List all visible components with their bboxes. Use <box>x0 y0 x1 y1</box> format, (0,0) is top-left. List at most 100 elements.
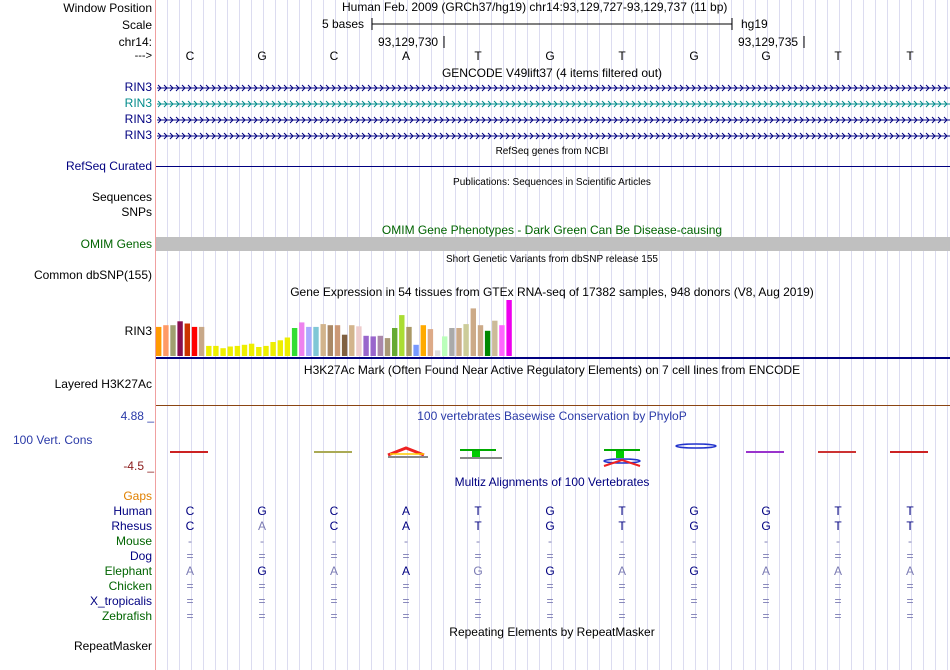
gtex-tissue-bar[interactable] <box>341 334 348 356</box>
gtex-tissue-bar[interactable] <box>392 328 398 356</box>
gtex-tissue-bar[interactable] <box>384 338 391 356</box>
gtex-tissue-bar[interactable] <box>492 320 498 356</box>
gtex-tissue-bar[interactable] <box>499 325 505 356</box>
multiz-species-label[interactable]: Zebrafish <box>101 609 152 623</box>
gencode-item-3[interactable]: RIN3 <box>124 112 152 126</box>
gtex-tissue-bar[interactable] <box>263 345 269 356</box>
gencode-transcript[interactable] <box>157 84 950 92</box>
gridline <box>899 0 900 670</box>
publications-title[interactable]: Publications: Sequences in Scientific Ar… <box>453 177 651 188</box>
dbsnp-label[interactable]: Common dbSNP(155) <box>33 268 152 282</box>
gtex-tissue-bar[interactable] <box>198 326 205 356</box>
gtex-tissue-bar[interactable] <box>349 325 355 356</box>
gencode-item-1[interactable]: RIN3 <box>124 80 152 94</box>
gtex-tissue-bar[interactable] <box>399 315 405 356</box>
multiz-base: = <box>330 579 338 593</box>
repeatmasker-title[interactable]: Repeating Elements by RepeatMasker <box>449 625 655 639</box>
gtex-tissue-bar[interactable] <box>234 345 241 356</box>
multiz-species-label[interactable]: Rhesus <box>111 519 152 533</box>
multiz-base: G <box>761 504 771 518</box>
gtex-tissue-bar[interactable] <box>413 344 419 356</box>
gtex-tissue-bar[interactable] <box>270 342 276 356</box>
gtex-tissue-bar[interactable] <box>377 335 383 356</box>
gridline <box>911 0 912 670</box>
gtex-tissue-bar[interactable] <box>241 344 248 356</box>
gencode-item-4[interactable]: RIN3 <box>124 128 152 142</box>
gtex-tissue-bar[interactable] <box>191 326 198 356</box>
gtex-tissue-bar[interactable] <box>477 325 484 356</box>
refseq-title[interactable]: RefSeq genes from NCBI <box>495 146 609 157</box>
gtex-tissue-bar[interactable] <box>177 321 183 356</box>
dbsnp-title[interactable]: Short Genetic Variants from dbSNP releas… <box>446 254 658 265</box>
gencode-transcript[interactable] <box>157 132 950 140</box>
phylop-glyph[interactable] <box>603 458 641 467</box>
gencode-transcript[interactable] <box>157 100 950 108</box>
gtex-tissue-bar[interactable] <box>370 336 376 356</box>
gtex-tissue-bar[interactable] <box>248 343 255 356</box>
gtex-tissue-bar[interactable] <box>291 328 298 356</box>
gtex-tissue-bar[interactable] <box>156 326 162 356</box>
multiz-species-label[interactable]: Dog <box>129 549 152 563</box>
omim-title[interactable]: OMIM Gene Phenotypes - Dark Green Can Be… <box>381 223 723 237</box>
refseq-label[interactable]: RefSeq Curated <box>65 159 152 173</box>
multiz-gaps-label[interactable]: Gaps <box>123 489 152 503</box>
h3k27ac-label[interactable]: Layered H3K27Ac <box>54 377 152 391</box>
phylop-glyph[interactable] <box>616 450 624 458</box>
multiz-species-label[interactable]: Mouse <box>115 534 152 548</box>
gtex-tissue-bar[interactable] <box>434 350 441 356</box>
gtex-tissue-bar[interactable] <box>363 335 369 356</box>
gtex-tissue-bar[interactable] <box>299 322 305 356</box>
gtex-tissue-bar[interactable] <box>284 337 291 357</box>
gridline <box>227 0 228 670</box>
gtex-tissue-bar[interactable] <box>334 325 341 356</box>
gtex-tissue-bar[interactable] <box>256 347 262 356</box>
gtex-title[interactable]: Gene Expression in 54 tissues from GTEx … <box>290 285 814 299</box>
multiz-species-label[interactable]: Elephant <box>104 564 152 578</box>
gencode-item-2[interactable]: RIN3 <box>124 96 152 110</box>
gtex-tissue-bar[interactable] <box>277 340 283 356</box>
multiz-base: A <box>905 564 915 578</box>
gtex-tissue-bar[interactable] <box>420 325 426 356</box>
gtex-tissue-bar[interactable] <box>206 345 212 356</box>
gtex-tissue-bar[interactable] <box>427 329 434 356</box>
gtex-tissue-bar[interactable] <box>327 325 333 356</box>
publications-sequences-label[interactable]: Sequences <box>91 190 152 204</box>
gencode-transcript[interactable] <box>157 116 950 124</box>
gtex-tissue-bar[interactable] <box>470 308 476 356</box>
gtex-tissue-bar[interactable] <box>313 326 319 356</box>
phylop-label[interactable]: 100 Vert. Cons <box>13 433 93 447</box>
refseq-line[interactable] <box>156 166 950 167</box>
gtex-tissue-bar[interactable] <box>163 325 169 356</box>
omim-feature-bar[interactable] <box>156 237 950 251</box>
omim-label[interactable]: OMIM Genes <box>80 237 152 251</box>
gtex-tissue-bar[interactable] <box>170 325 176 356</box>
gencode-title[interactable]: GENCODE V49lift37 (4 items filtered out) <box>441 66 663 80</box>
multiz-species-label[interactable]: Human <box>113 504 152 518</box>
repeatmasker-label[interactable]: RepeatMasker <box>73 639 152 653</box>
multiz-title[interactable]: Multiz Alignments of 100 Vertebrates <box>454 475 650 489</box>
multiz-species-label[interactable]: X_tropicalis <box>89 594 152 608</box>
gtex-tissue-bar[interactable] <box>320 324 326 356</box>
gtex-tissue-bar[interactable] <box>227 346 233 357</box>
h3k27ac-title[interactable]: H3K27Ac Mark (Often Found Near Active Re… <box>303 363 801 377</box>
gtex-label[interactable]: RIN3 <box>124 324 152 338</box>
phylop-glyph[interactable] <box>387 446 425 457</box>
phylop-title[interactable]: 100 vertebrates Basewise Conservation by… <box>417 409 687 423</box>
gtex-tissue-bar[interactable] <box>406 326 412 356</box>
gtex-tissue-bar[interactable] <box>506 300 512 356</box>
gtex-tissue-bar[interactable] <box>213 345 219 356</box>
gtex-tissue-bar[interactable] <box>449 328 455 356</box>
publications-snps-label[interactable]: SNPs <box>121 205 152 219</box>
gtex-tissue-bar[interactable] <box>456 328 462 356</box>
gtex-tissue-bar[interactable] <box>356 326 362 356</box>
multiz-base: - <box>692 534 696 548</box>
phylop-glyph[interactable] <box>675 443 717 449</box>
gtex-tissue-bar[interactable] <box>484 330 491 356</box>
gtex-tissue-bar[interactable] <box>184 323 190 357</box>
gtex-tissue-bar[interactable] <box>442 336 448 356</box>
multiz-species-label[interactable]: Chicken <box>108 579 152 593</box>
gtex-tissue-bar[interactable] <box>463 324 469 356</box>
gtex-tissue-bar[interactable] <box>220 348 226 356</box>
phylop-glyph[interactable] <box>472 450 480 458</box>
gtex-tissue-bar[interactable] <box>306 326 312 356</box>
